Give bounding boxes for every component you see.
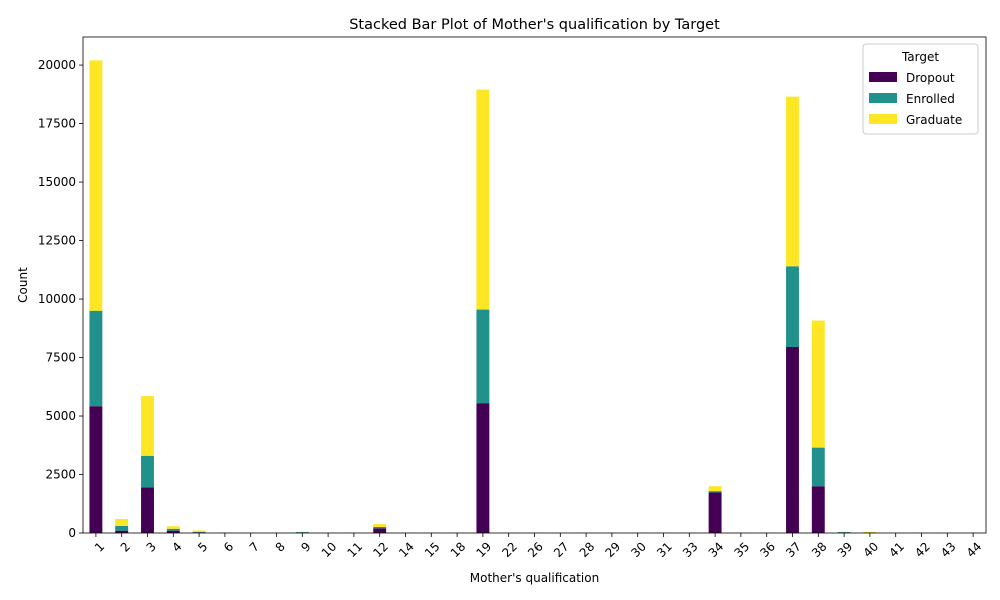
bar-graduate-34 [708,486,722,492]
y-axis-title: Count [16,267,30,303]
bar-graduate-4 [166,526,180,529]
legend: Target Dropout Enrolled Graduate [862,43,979,135]
bar-graduate-1 [89,60,103,311]
legend-label-graduate: Graduate [906,113,962,127]
bar-enrolled-37 [786,266,799,347]
bar-graduate-2 [115,518,129,526]
bar-graduate-12 [373,524,387,527]
bar-enrolled-4 [166,528,180,531]
legend-box [862,43,979,135]
y-tick-label-2500: 2500 [45,468,76,482]
chart-title: Stacked Bar Plot of Mother's qualificati… [349,17,720,33]
bar-dropout-37 [786,347,799,533]
bar-dropout-3 [141,487,154,533]
bar-enrolled-34 [708,491,722,493]
y-tick-label-20000: 20000 [38,58,76,72]
bar-enrolled-38 [811,447,825,487]
y-tick-label-17500: 17500 [38,117,76,131]
y-tick-label-15000: 15000 [38,175,76,189]
bar-graduate-38 [811,320,825,448]
x-axis-title: Mother's qualification [470,571,599,585]
legend-label-enrolled: Enrolled [906,92,955,106]
bar-dropout-1 [89,406,103,533]
legend-title: Target [901,50,939,64]
y-tick-label-12500: 12500 [38,234,76,248]
legend-swatch-enrolled [869,93,897,103]
y-tick-label-7500: 7500 [45,351,76,365]
bar-dropout-4 [166,530,180,533]
legend-swatch-dropout [869,72,897,82]
bar-graduate-40 [863,531,877,533]
y-tick-label-5000: 5000 [45,409,76,423]
bar-enrolled-12 [373,526,387,529]
bar-enrolled-39 [837,532,851,533]
bar-dropout-34 [708,492,722,533]
bar-dropout-2 [115,530,129,533]
bar-dropout-19 [476,403,490,533]
legend-label-dropout: Dropout [906,71,955,85]
legend-swatch-graduate [869,114,897,124]
bar-enrolled-3 [141,455,154,488]
bar-graduate-5 [192,530,206,532]
bar-dropout-38 [811,486,825,533]
bar-graduate-3 [141,396,154,456]
y-tick-label-0: 0 [68,526,76,540]
bar-enrolled-9 [295,532,309,533]
bar-graduate-19 [476,89,490,310]
bar-enrolled-2 [115,525,129,531]
bar-dropout-12 [373,528,387,533]
bar-graduate-37 [786,96,799,267]
y-tick-label-10000: 10000 [38,292,76,306]
plot-area: 1 2 3 4 5 6 7 8 9 10 11 12 14 15 18 19 22 26 27 28 29 30 31 33 3… [38,36,987,560]
bar-enrolled-1 [89,310,103,407]
bar-enrolled-19 [476,309,490,404]
